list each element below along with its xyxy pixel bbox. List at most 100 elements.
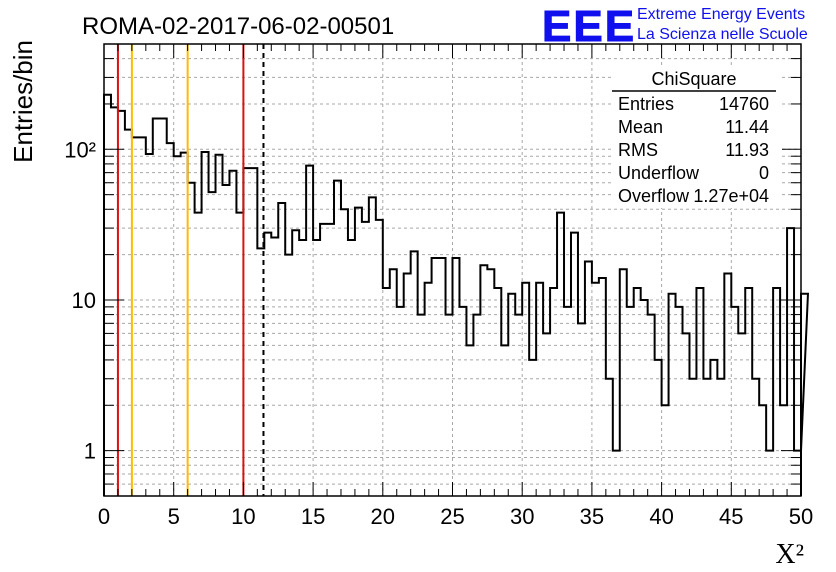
histogram-bin [759,405,766,496]
marker-lines [116,44,265,496]
histogram-bin [717,379,724,496]
histogram-bin [446,315,453,496]
eee-logo: EEE Extreme Energy Events La Scienza nel… [542,2,808,52]
histogram-bin [773,288,780,496]
histogram-bin [599,278,606,496]
chart-title: ROMA-02-2017-06-02-00501 [82,13,394,40]
histogram-bin [167,143,174,496]
histogram-bin [662,405,669,496]
histogram-bin [508,294,515,496]
stats-label-rms: RMS [618,140,658,160]
histogram-bin [195,213,202,496]
x-tick-label: 10 [231,504,255,529]
histogram-bin [459,307,466,496]
eee-logo-line2: La Scienza nelle Scuole [637,26,808,43]
x-tick-label: 50 [789,504,813,529]
histogram-bin [146,154,153,496]
histogram-bin [648,315,655,496]
histogram-bin [738,333,745,496]
grid [104,44,801,496]
histogram-bin [139,137,146,496]
histogram-bin [202,152,209,496]
histogram-bin [683,333,690,496]
histogram-bin [641,300,648,496]
stats-label-entries: Entries [618,94,674,114]
histogram-bin [411,251,418,496]
histogram-bin [236,213,243,496]
histogram-bin [320,224,327,496]
histogram-bin [327,224,334,496]
histogram-bin [473,315,480,496]
histogram-bin [188,183,195,496]
eee-logo-line1: Extreme Energy Events [637,6,805,23]
histogram-bin [585,262,592,496]
histogram-bin [174,156,181,496]
histogram-bin [278,203,285,496]
histogram-bin [745,288,752,496]
histogram-bin [634,288,641,496]
histogram-bin [432,258,439,496]
histogram-bin [397,307,404,496]
histogram-bin [439,258,446,496]
histogram-bin [613,451,620,496]
histogram-series [103,93,810,496]
stats-box: ChiSquare Entries 14760 Mean 11.44 RMS 1… [612,68,782,208]
histogram-bin [243,168,250,496]
histogram-bin [271,237,278,496]
histogram-bin [752,379,759,496]
x-tick-label: 30 [510,504,534,529]
x-tick-label: 25 [440,504,464,529]
histogram-bin [153,119,160,496]
histogram-bin [362,222,369,496]
histogram-bin [216,155,223,496]
histogram-bin [425,283,432,496]
histogram-bin [376,220,383,496]
histogram-bin [606,379,613,496]
histogram-bin [341,209,348,496]
histogram-bin [111,107,118,496]
histogram-bin [787,228,794,496]
histogram-bin [125,130,132,496]
histogram-bin [390,269,397,496]
histogram-bin [404,273,411,496]
eee-logo-mark: EEE [542,2,636,51]
x-tick-label: 35 [580,504,604,529]
histogram-bin [160,119,167,496]
stats-value-underflow: 0 [759,163,769,183]
histogram-bin [655,360,662,496]
x-tick-label: 20 [371,504,395,529]
histogram-bin [578,323,585,496]
histogram-bin [285,255,292,496]
histogram-bin [515,315,522,496]
histogram-bin [181,153,188,496]
histogram-bin [313,240,320,496]
x-axis-label: X² [775,539,804,570]
stats-value-entries: 14760 [719,94,769,114]
y-tick-label: 10 [72,288,96,313]
histogram-bin [676,307,683,496]
x-tick-label: 5 [168,504,180,529]
histogram-bin [466,345,473,496]
stats-label-mean: Mean [618,117,663,137]
histogram-bin [355,208,362,496]
histogram-bin [543,333,550,496]
y-tick-label: 1 [84,439,96,464]
x-tick-label: 45 [719,504,743,529]
stats-value-rms: 11.93 [725,140,769,160]
histogram-bin [731,307,738,496]
histogram-bin [627,307,634,496]
histogram-bin [696,288,703,496]
histogram-bin [592,283,599,496]
histogram-bin [334,181,341,496]
histogram-bin [418,315,425,496]
histogram-bin [536,283,543,496]
histogram-bin [369,197,376,496]
stats-label-underflow: Underflow [618,163,700,183]
x-tick-label: 0 [98,504,110,529]
histogram-bin [487,269,494,496]
histogram-bin [222,185,229,496]
histogram-bin [453,258,460,496]
histogram-bin [766,451,773,496]
histogram-bin [480,265,487,496]
histogram-bin [620,269,627,496]
